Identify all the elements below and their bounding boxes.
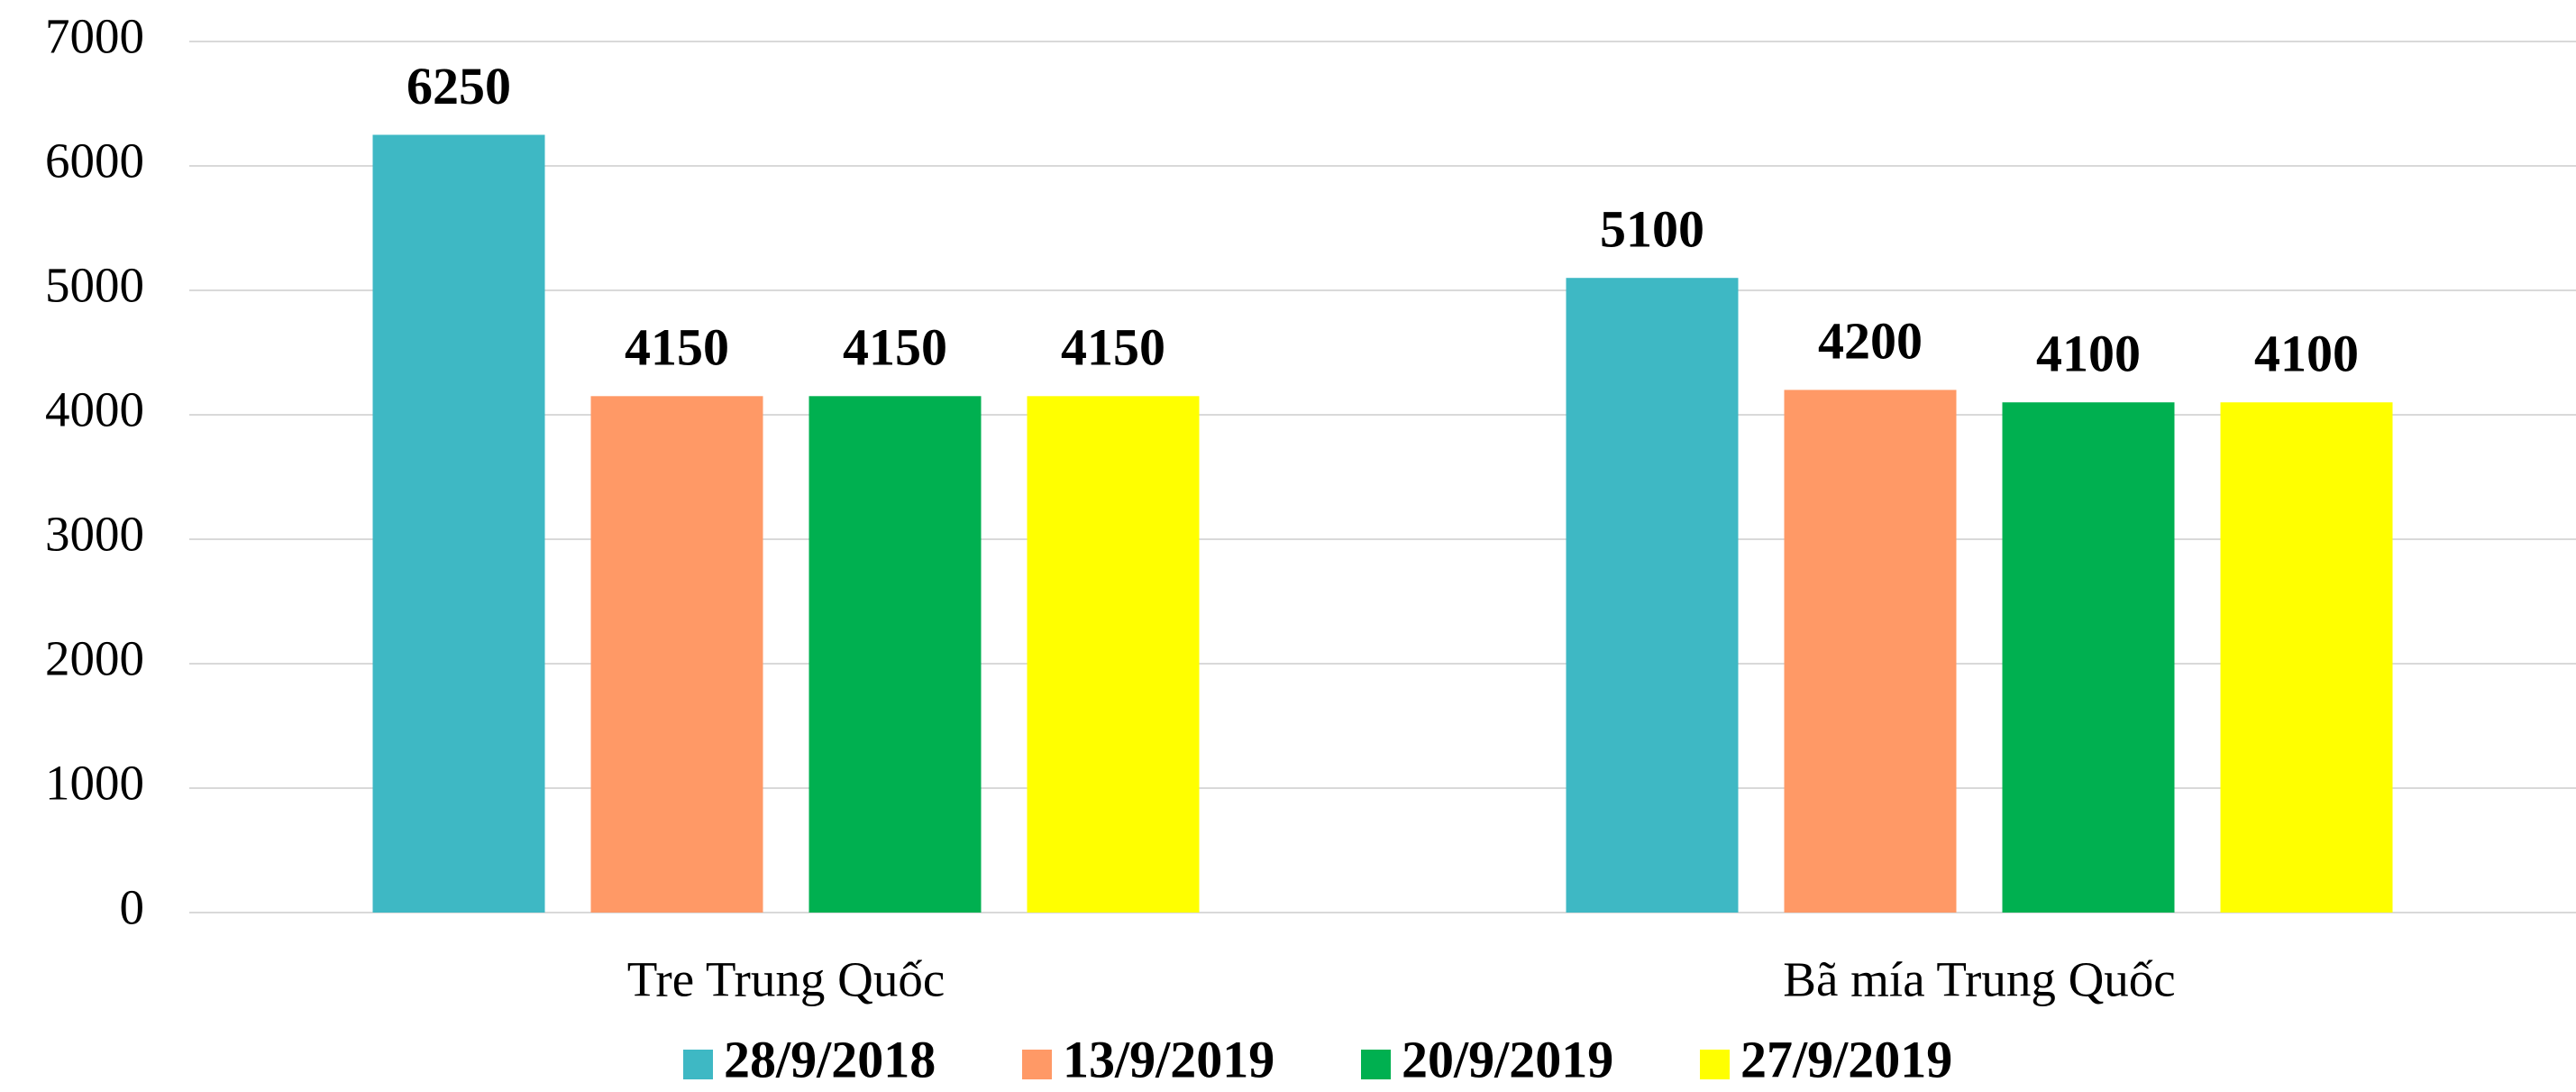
data-label: 4150 [625, 318, 729, 377]
y-tick-label: 1000 [45, 756, 144, 811]
bar [1566, 278, 1739, 913]
legend-label: 13/9/2019 [1063, 1030, 1274, 1088]
legend-label: 27/9/2019 [1740, 1030, 1952, 1088]
bar [1784, 390, 1957, 913]
data-label: 4150 [1061, 318, 1165, 377]
bar [590, 396, 763, 913]
y-tick-label: 2000 [45, 631, 144, 686]
x-tick-label: Bã mía Trung Quốc [1783, 952, 2175, 1007]
bar [1027, 396, 1200, 913]
legend-label: 20/9/2019 [1402, 1030, 1613, 1088]
data-label: 6250 [406, 57, 511, 115]
bar [808, 396, 982, 913]
data-label: 4200 [1818, 312, 1923, 371]
legend-swatch [1022, 1050, 1052, 1079]
legend-label: 28/9/2018 [724, 1030, 936, 1088]
bar [2002, 402, 2175, 913]
y-tick-label: 0 [120, 880, 145, 935]
x-tick-label: Tre Trung Quốc [627, 952, 945, 1007]
data-label: 4150 [843, 318, 947, 377]
data-label: 4100 [2036, 325, 2141, 383]
y-tick-label: 5000 [45, 258, 144, 313]
data-label: 5100 [1600, 200, 1704, 259]
y-tick-label: 3000 [45, 507, 144, 562]
y-tick-label: 7000 [45, 9, 144, 64]
y-tick-label: 6000 [45, 133, 144, 188]
bar [2220, 402, 2393, 913]
y-tick-label: 4000 [45, 382, 144, 437]
legend-swatch [1361, 1050, 1391, 1079]
data-label: 4100 [2254, 325, 2359, 383]
legend-swatch [683, 1050, 713, 1079]
bar [372, 134, 545, 913]
legend-swatch [1700, 1050, 1730, 1079]
